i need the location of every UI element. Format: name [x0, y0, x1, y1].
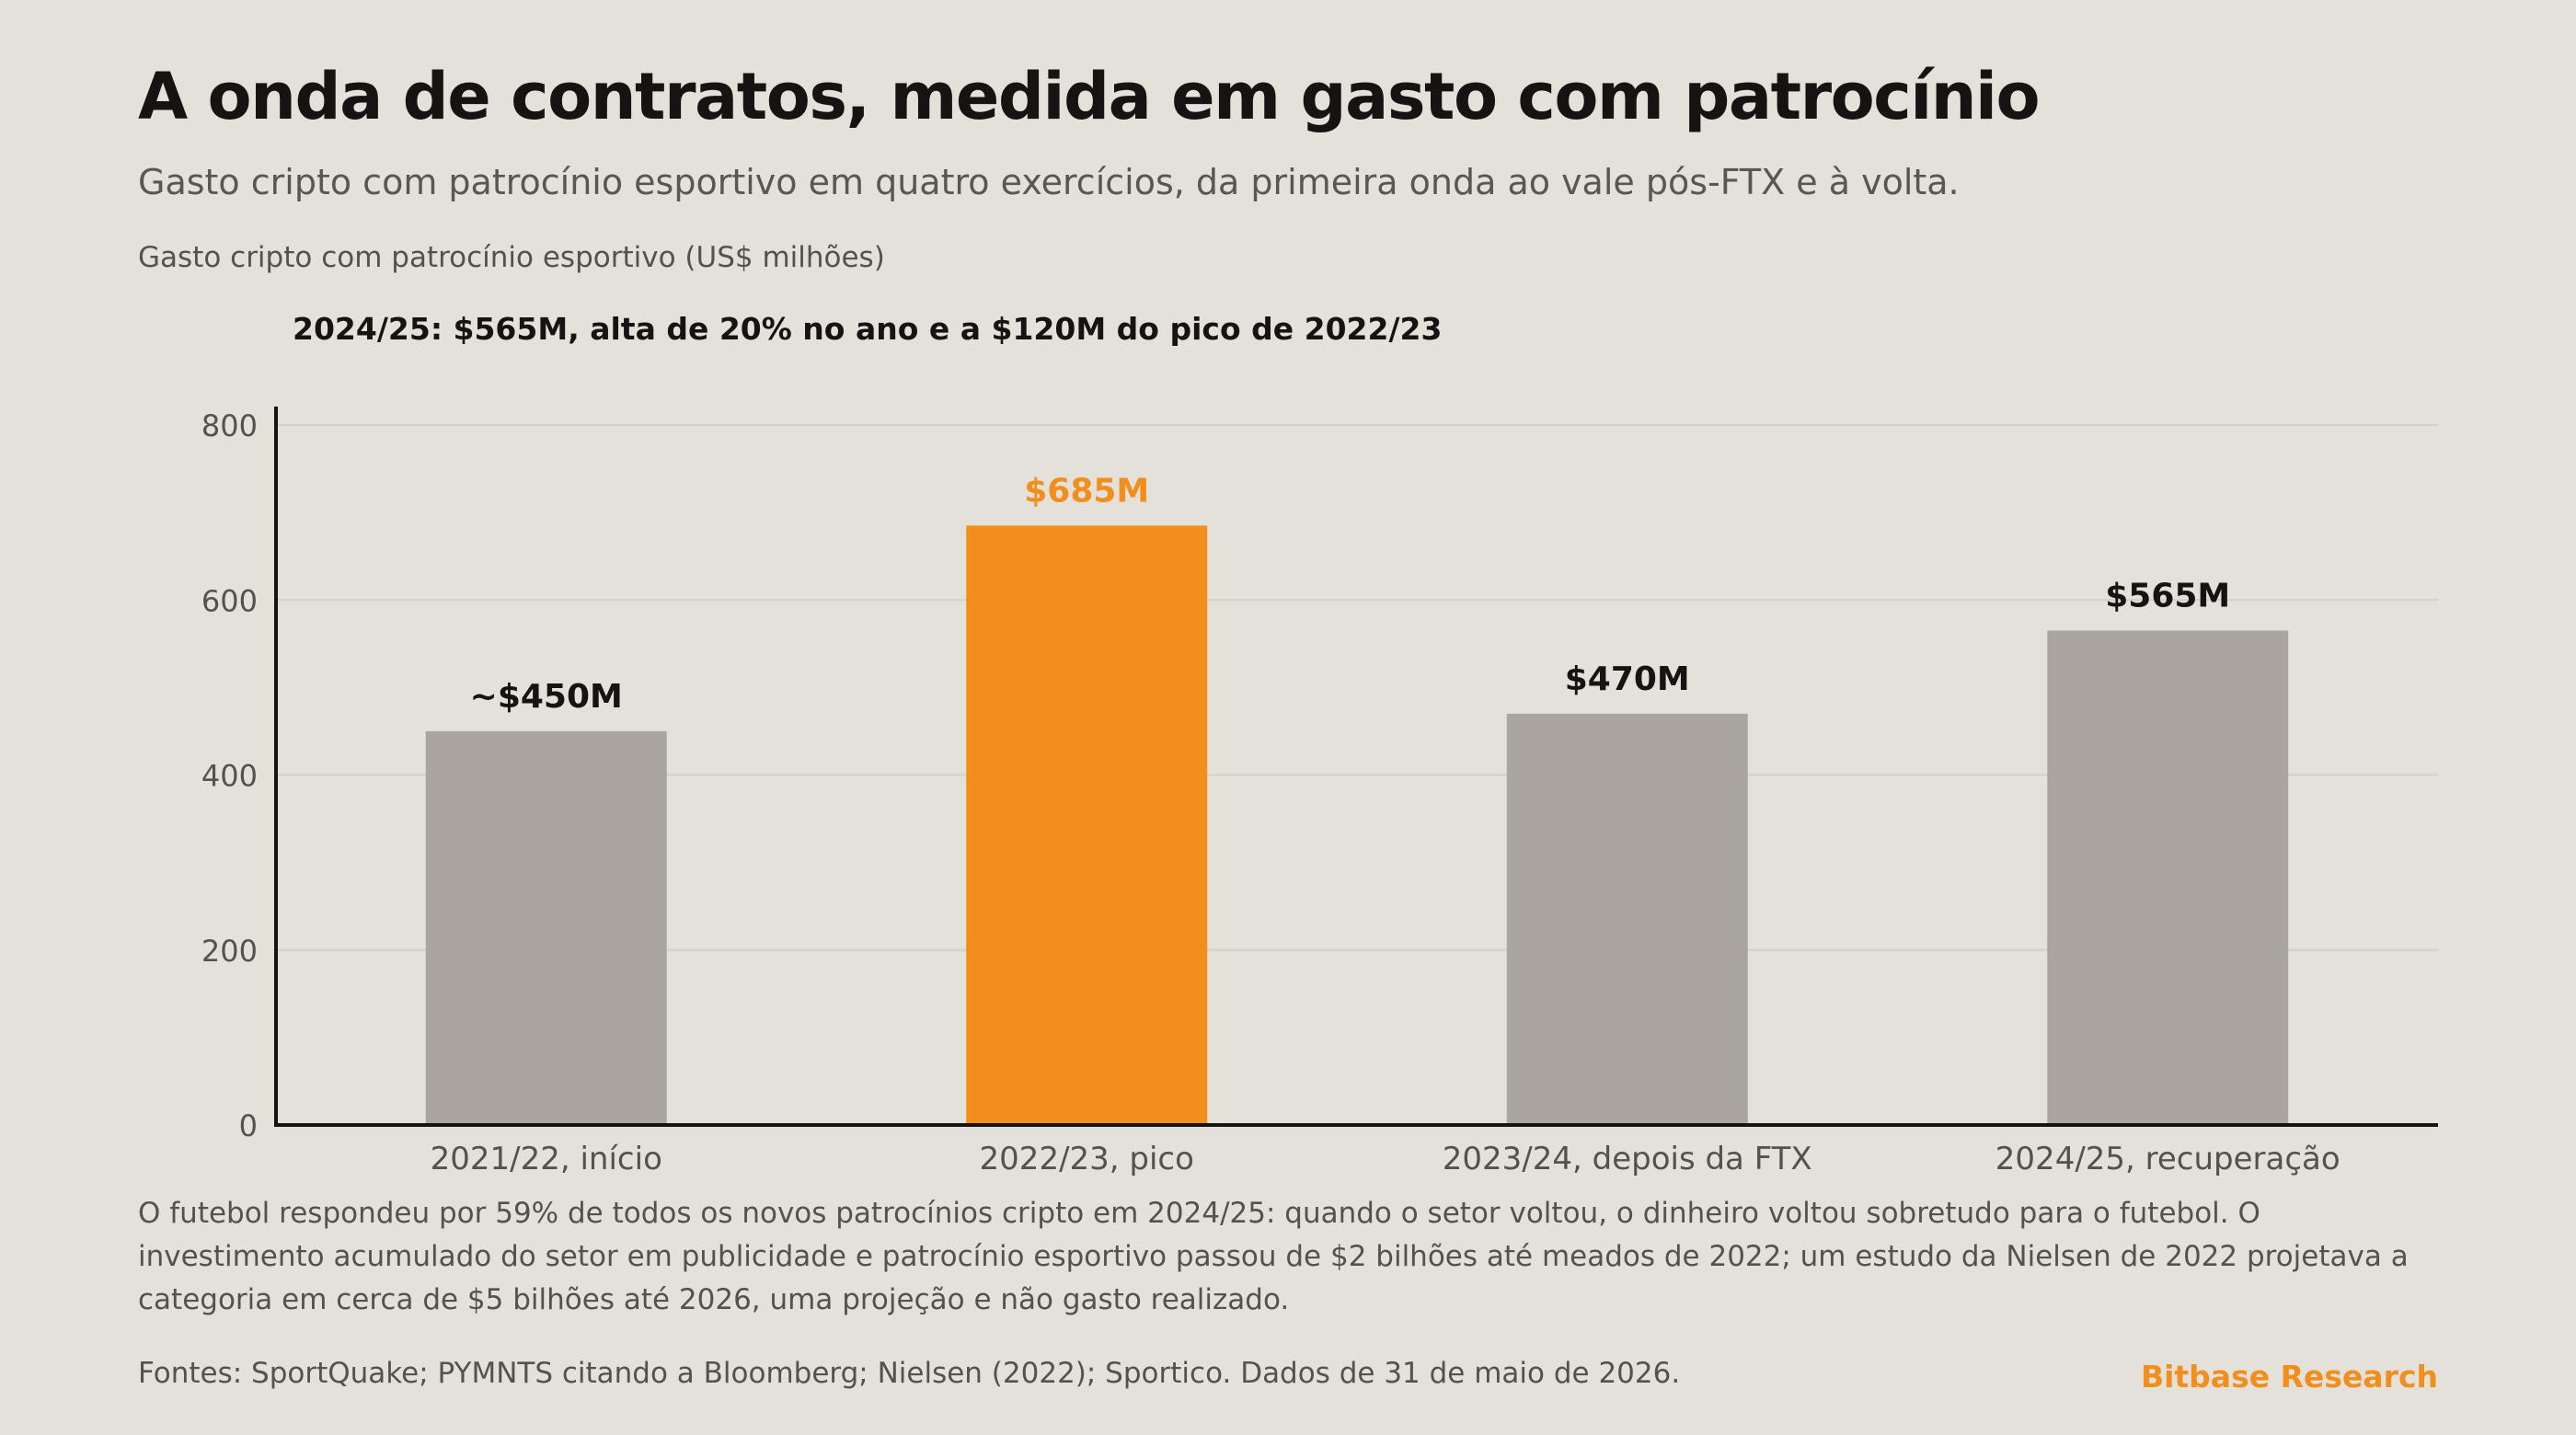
y-tick-label: 800 [201, 408, 258, 443]
chart-subtitle: Gasto cripto com patrocínio esportivo em… [138, 162, 1960, 202]
chart-title: A onda de contratos, medida em gasto com… [138, 59, 2041, 134]
bar [2047, 630, 2289, 1125]
y-tick-label: 400 [201, 759, 258, 794]
x-tick-label: 2021/22, início [431, 1141, 662, 1177]
y-tick-label: 200 [201, 934, 258, 969]
y-tick-label: 600 [201, 583, 258, 618]
bar [425, 730, 667, 1125]
chart-callout: 2024/25: $565M, alta de 20% no ano e a $… [293, 311, 1443, 347]
x-tick-label: 2023/24, depois da FTX [1443, 1141, 1812, 1177]
y-tick-label: 0 [239, 1108, 258, 1143]
sources-line: Fontes: SportQuake; PYMNTS citando a Blo… [138, 1357, 1681, 1390]
x-tick-label: 2024/25, recuperação [1995, 1141, 2340, 1177]
measure-label: Gasto cripto com patrocínio esportivo (U… [138, 241, 885, 274]
footnote: O futebol respondeu por 59% de todos os … [138, 1197, 2409, 1316]
bar [966, 525, 1208, 1125]
x-tick-label: 2022/23, pico [980, 1141, 1194, 1177]
axes [274, 407, 2438, 1127]
labels: 0 200 400 600 800 ~$450M 2021/22, início $685M 2… [201, 408, 2340, 1177]
data-label: $565M [2105, 578, 2230, 615]
bars [425, 525, 2289, 1125]
data-label: $685M [1024, 472, 1149, 510]
data-label: ~$450M [470, 678, 623, 716]
brand-logo-text: Bitbase Research [2140, 1359, 2438, 1395]
data-label: $470M [1565, 660, 1690, 698]
bar [1506, 713, 1748, 1125]
